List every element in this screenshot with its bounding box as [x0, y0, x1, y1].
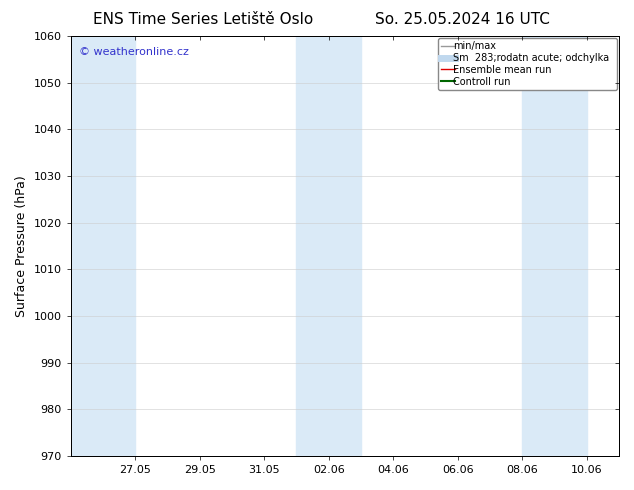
Text: © weatheronline.cz: © weatheronline.cz [79, 47, 189, 57]
Bar [71, 36, 135, 456]
Text: ENS Time Series Letiště Oslo: ENS Time Series Letiště Oslo [93, 12, 313, 27]
Legend: min/max, Sm  283;rodatn acute; odchylka, Ensemble mean run, Controll run: min/max, Sm 283;rodatn acute; odchylka, … [437, 38, 617, 90]
Bar [297, 36, 361, 456]
Bar [522, 36, 586, 456]
Y-axis label: Surface Pressure (hPa): Surface Pressure (hPa) [15, 175, 28, 317]
Text: So. 25.05.2024 16 UTC: So. 25.05.2024 16 UTC [375, 12, 550, 27]
